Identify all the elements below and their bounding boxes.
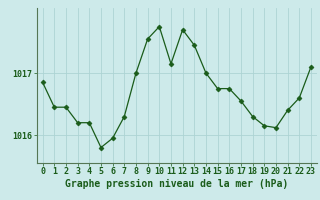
X-axis label: Graphe pression niveau de la mer (hPa): Graphe pression niveau de la mer (hPa) [65,179,288,189]
